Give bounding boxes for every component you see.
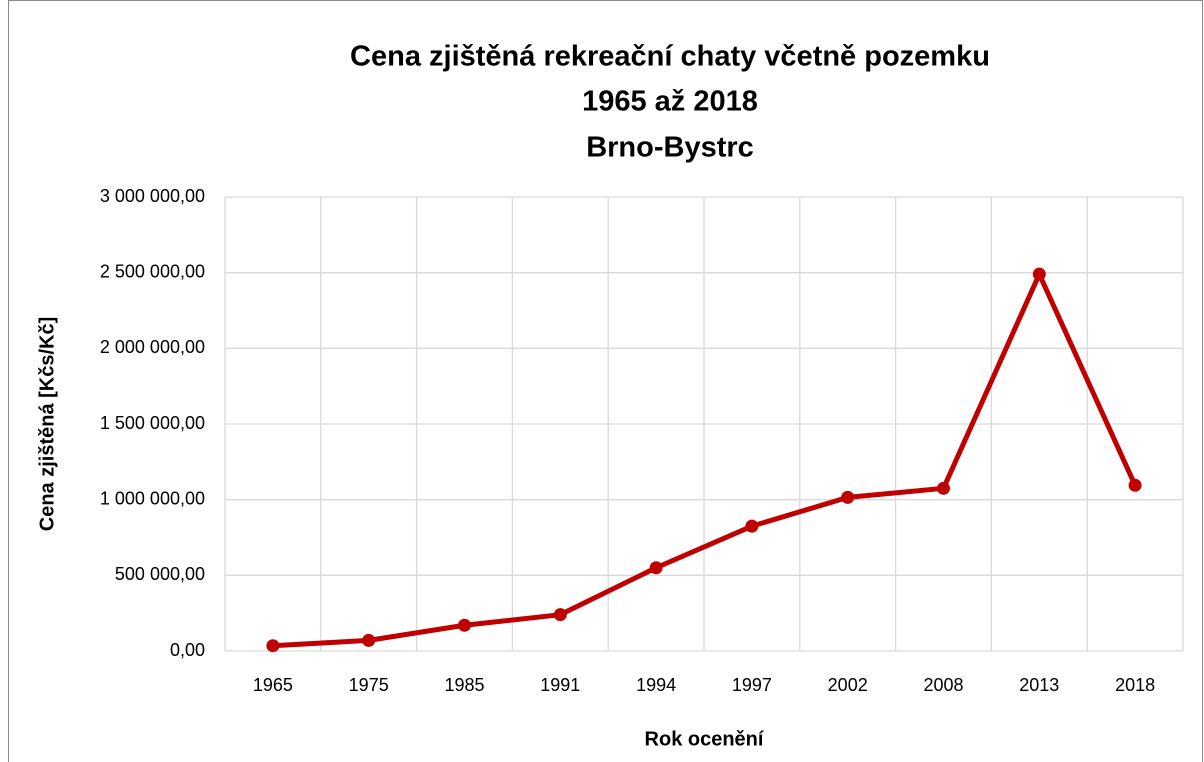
data-line [272, 271, 1138, 649]
data-point [649, 561, 663, 575]
data-point [1032, 267, 1046, 281]
y-tick-label: 0,00 [170, 640, 205, 660]
data-point [553, 608, 567, 622]
x-tick-label: 1985 [444, 675, 484, 695]
data-point [362, 633, 376, 647]
x-tick-label: 1991 [540, 675, 580, 695]
y-tick-label: 1 500 000,00 [100, 413, 205, 433]
x-tick-label: 1965 [253, 675, 293, 695]
x-tick-label: 1975 [349, 675, 389, 695]
x-tick-label: 2013 [1019, 675, 1059, 695]
x-tick-label: 1994 [636, 675, 676, 695]
x-tick-label: 1997 [732, 675, 772, 695]
data-point [841, 490, 855, 504]
y-tick-label: 500 000,00 [115, 564, 205, 584]
y-tick-label: 3 000 000,00 [100, 186, 205, 206]
y-tick-label: 1 000 000,00 [100, 488, 205, 508]
chart-title: Cena zjištěná rekreační chaty včetně poz… [350, 41, 990, 73]
data-point [745, 519, 759, 533]
chart-title: 1965 až 2018 [582, 86, 758, 118]
data-point [458, 618, 471, 632]
data-point [266, 639, 280, 653]
chart-border [8, 0, 1203, 762]
x-tick-label: 2008 [923, 675, 963, 695]
y-tick-label: 2 000 000,00 [100, 337, 205, 357]
data-point [1128, 478, 1142, 492]
x-axis-title: Rok ocenění [645, 728, 765, 750]
chart-title: Brno-Bystrc [586, 132, 754, 164]
y-axis-title: Cena zjištěná [Kčs/Kč] [36, 317, 58, 532]
y-tick-label: 2 500 000,00 [100, 261, 205, 281]
x-tick-label: 2002 [828, 675, 868, 695]
data-point [937, 481, 950, 495]
x-tick-label: 2018 [1115, 675, 1155, 695]
